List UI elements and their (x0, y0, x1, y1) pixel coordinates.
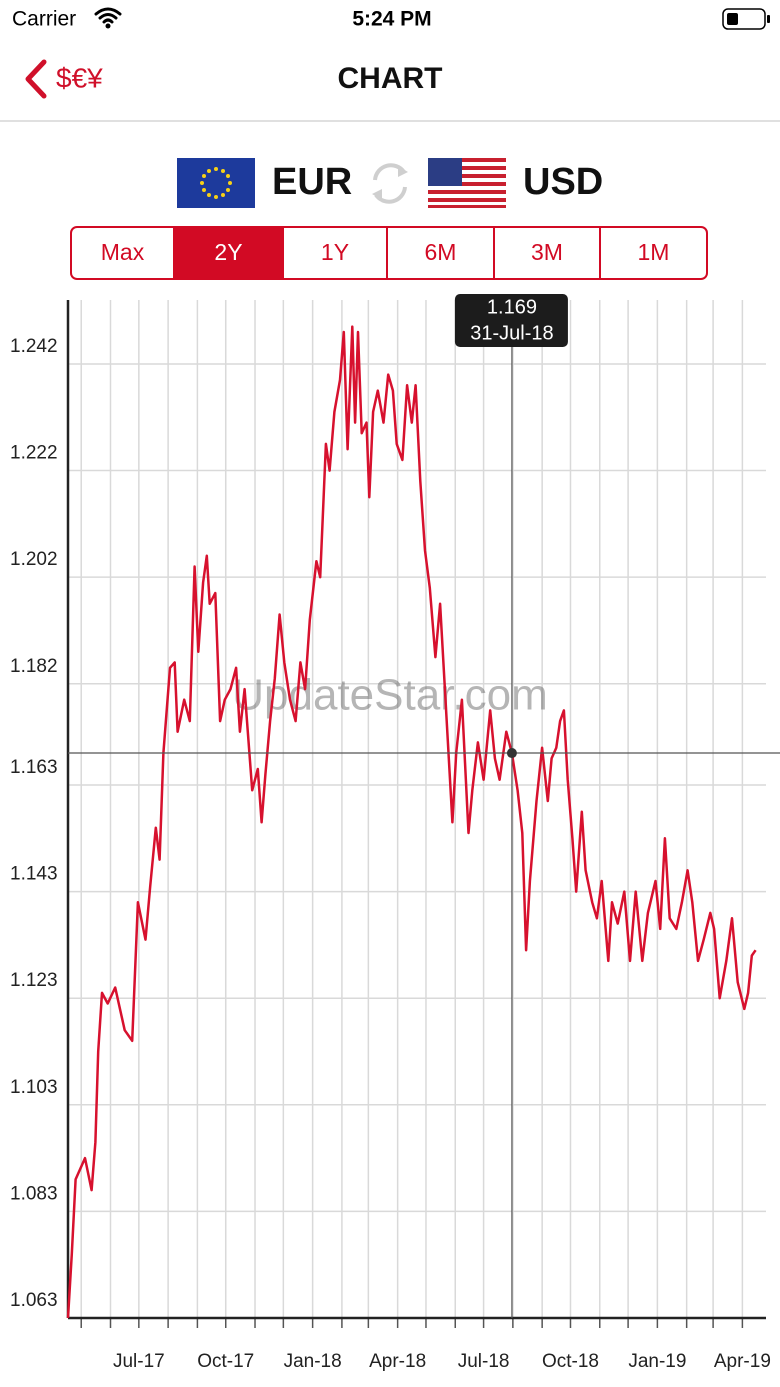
range-option[interactable]: 3M (531, 239, 563, 265)
x-tick-label: Apr-18 (369, 1351, 426, 1372)
crosshair-point (506, 748, 517, 759)
y-tick-label: 1.222 (10, 443, 58, 464)
wifi-dot (105, 23, 111, 29)
x-tick-label: Apr-19 (714, 1351, 771, 1372)
back-button[interactable]: $€¥ (25, 59, 103, 99)
y-tick-label: 1.242 (10, 336, 58, 357)
y-tick-label: 1.143 (10, 864, 58, 885)
x-tick-label: Jul-18 (458, 1351, 510, 1372)
tooltip (454, 294, 568, 347)
selected-segment[interactable] (174, 227, 283, 279)
range-option[interactable]: 2Y (214, 239, 242, 265)
carrier: Carrier (12, 8, 76, 31)
x-tick-label: Jan-18 (284, 1351, 342, 1372)
x-tick-label: Jul-17 (113, 1351, 165, 1372)
range-option[interactable]: 1M (638, 239, 670, 265)
y-tick-label: 1.063 (10, 1290, 58, 1311)
x-tick-label: Oct-17 (197, 1351, 254, 1372)
chart: Jul-17 Oct-17 Jan-18 Apr-18 Jul-18 Oct-18 Jan-… (10, 294, 780, 1372)
back-chevron[interactable] (25, 59, 47, 99)
eu-flag (177, 158, 255, 208)
nav-title: CHART (338, 62, 443, 95)
back-label[interactable]: $€¥ (56, 62, 103, 93)
clock: 5:24 PM (352, 8, 431, 31)
y-tick-label: 1.103 (10, 1077, 58, 1098)
from-currency: EUR (272, 161, 352, 203)
range-selector: Max 2Y 1Y 6M 3M 1M (70, 226, 708, 280)
tooltip-date: 31-Jul-18 (470, 322, 553, 344)
y-tick-label: 1.202 (10, 549, 58, 570)
battery-cap (767, 15, 770, 23)
us-flag (428, 158, 506, 208)
wifi-icon (94, 7, 122, 24)
x-tick-label: Oct-18 (542, 1351, 599, 1372)
y-tick-label: 1.123 (10, 970, 58, 991)
y-tick-label: 1.182 (10, 656, 58, 677)
battery (722, 8, 766, 30)
tooltip-value: 1.169 (487, 296, 537, 318)
y-tick-label: 1.083 (10, 1183, 58, 1204)
swap-button[interactable] (372, 163, 408, 204)
watermark: UpdateStar.com (232, 671, 548, 720)
rate-line (66, 325, 757, 1319)
range-option[interactable]: 1Y (321, 239, 349, 265)
y-tick-label: 1.163 (10, 757, 58, 778)
range-option[interactable]: 6M (425, 239, 457, 265)
range-option[interactable]: Max (101, 239, 145, 265)
selector-frame (70, 226, 708, 280)
x-tick-label: Jan-19 (628, 1351, 686, 1372)
battery-level (727, 13, 738, 25)
to-currency: USD (523, 161, 603, 203)
